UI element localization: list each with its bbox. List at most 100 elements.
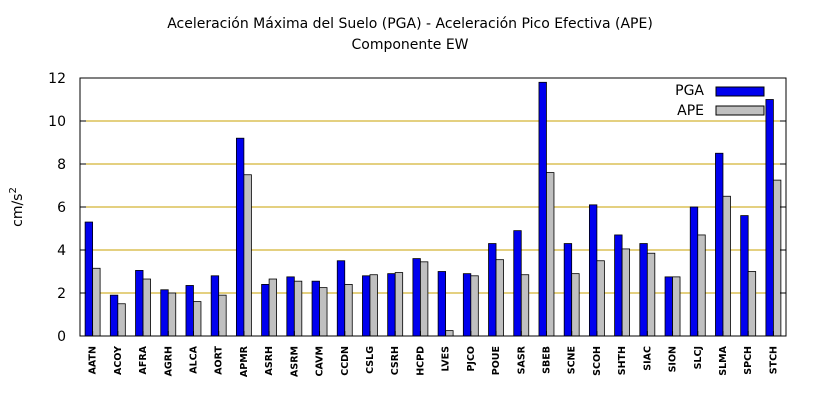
x-tick-label: ASRM	[289, 346, 300, 377]
x-tick-label: SHTH	[617, 346, 628, 375]
x-tick-label: SASR	[516, 345, 527, 374]
bar-pga	[210, 275, 220, 337]
bar-pga	[286, 276, 295, 337]
bar-ape	[293, 280, 303, 337]
bar-ape	[117, 303, 126, 337]
bar-ape	[218, 294, 227, 337]
bar-ape	[747, 271, 757, 337]
x-tick-label: CAVM	[315, 346, 326, 377]
bar-pga	[513, 230, 522, 337]
x-tick-label: AFRA	[138, 345, 149, 374]
bar-ape	[621, 248, 631, 337]
legend-swatch-pga	[715, 86, 765, 97]
bar-pga	[311, 280, 320, 337]
x-tick-label: CCDN	[340, 346, 351, 376]
bar-ape	[419, 261, 429, 337]
bar-ape	[394, 272, 404, 337]
legend: PGA APE	[675, 83, 765, 119]
x-axis-ticks: AATN ACOY AFRA AGRH ALCA AORT APMR ASRH ASRM CAVM…	[88, 331, 779, 377]
x-tick-label: POUE	[491, 346, 502, 375]
legend-swatch-ape	[715, 105, 765, 116]
x-tick-label: CSLG	[365, 346, 376, 374]
x-tick-label: SLCJ	[693, 346, 704, 369]
bar-ape	[92, 267, 101, 337]
bar-ape	[445, 330, 454, 337]
x-tick-label: AATN	[88, 346, 99, 374]
bar-pga	[588, 204, 598, 337]
x-tick-label: HCPD	[415, 346, 426, 376]
bar-ape	[193, 301, 202, 337]
x-tick-label: AGRH	[163, 346, 174, 376]
bar-pga	[387, 273, 396, 337]
bar-ape	[268, 278, 278, 337]
x-tick-label: STCH	[768, 346, 779, 374]
bars	[84, 81, 782, 337]
x-tick-label: AORT	[214, 345, 225, 374]
bar-pga	[664, 276, 673, 337]
bar-ape	[646, 252, 656, 337]
bar-pga	[362, 275, 371, 337]
bar-ape	[495, 259, 504, 337]
bar-ape	[142, 278, 151, 337]
x-tick-label: APMR	[239, 345, 250, 377]
bar-ape	[697, 234, 706, 337]
y-axis-label-exponent: 2	[8, 187, 19, 193]
bar-pga	[538, 81, 547, 337]
y-axis-label: cm/s2	[8, 187, 26, 227]
bar-pga	[336, 260, 346, 337]
bar-ape	[571, 273, 580, 337]
bar-pga	[109, 294, 119, 337]
y-tick-label: 6	[57, 200, 66, 216]
bar-ape	[520, 274, 530, 337]
bar-pga	[235, 137, 245, 337]
bar-pga	[614, 234, 623, 337]
x-tick-label: SIAC	[642, 346, 653, 371]
x-tick-label: CSRH	[390, 346, 401, 375]
x-tick-label: PJCO	[466, 346, 477, 372]
bar-ape	[772, 179, 782, 337]
y-tick-label: 12	[48, 71, 66, 87]
bar-pga	[462, 273, 472, 337]
y-axis-ticks: 0 2 4 6 8 10 12	[48, 71, 786, 345]
bar-pga	[740, 215, 749, 337]
bar-pga	[563, 243, 573, 337]
bar-ape	[167, 292, 177, 337]
x-tick-label: ASRH	[264, 346, 275, 376]
bar-pga	[765, 99, 774, 337]
y-tick-label: 4	[57, 243, 66, 259]
bar-pga	[261, 283, 270, 337]
x-tick-label: SION	[668, 346, 679, 372]
bar-ape	[672, 276, 681, 337]
bar-pga	[84, 221, 94, 337]
chart-subtitle: Componente EW	[351, 37, 469, 53]
x-tick-label: SLMA	[718, 345, 729, 375]
y-tick-label: 2	[57, 286, 66, 302]
bar-pga	[185, 285, 194, 337]
legend-label-pga: PGA	[675, 83, 704, 99]
bar-ape	[546, 172, 555, 337]
bar-pga	[639, 243, 648, 337]
bar-pga	[689, 206, 699, 337]
x-tick-label: SBEB	[541, 346, 552, 374]
bar-pga	[715, 152, 724, 337]
bar-pga	[412, 258, 421, 337]
bar-pga	[160, 289, 169, 337]
bar-pga	[135, 270, 144, 337]
bar-ape	[369, 274, 378, 337]
x-tick-label: ACOY	[113, 346, 124, 375]
legend-label-ape: APE	[677, 103, 704, 119]
x-tick-label: ALCA	[188, 345, 199, 373]
x-tick-label: SCNE	[567, 346, 578, 374]
bar-ape	[596, 260, 605, 337]
gridlines	[80, 120, 786, 294]
x-tick-label: SPCH	[743, 346, 754, 375]
y-tick-label: 0	[57, 329, 66, 345]
x-tick-label: LVES	[441, 346, 452, 372]
bar-pga	[437, 271, 447, 337]
bar-ape	[470, 275, 479, 337]
y-tick-label: 10	[48, 114, 66, 130]
bar-ape	[344, 283, 353, 337]
y-axis-label-base: cm/s	[10, 194, 26, 227]
y-tick-label: 8	[57, 157, 66, 173]
